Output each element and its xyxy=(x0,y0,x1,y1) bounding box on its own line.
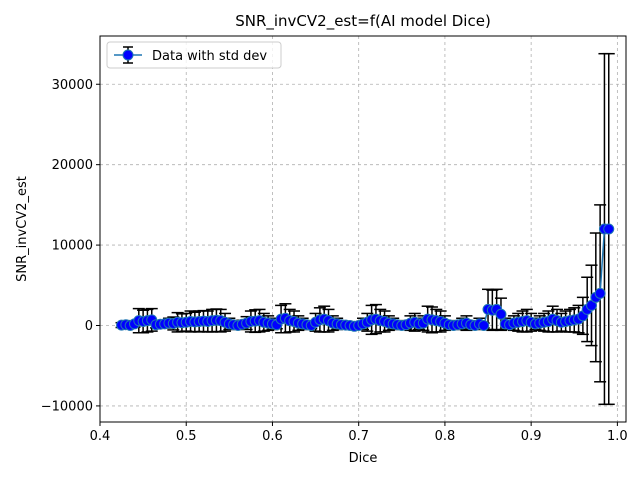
x-tick-label: 0.8 xyxy=(435,429,456,444)
y-axis-label: SNR_invCV2_est xyxy=(15,176,30,282)
data-point xyxy=(594,287,606,299)
x-tick-label: 0.7 xyxy=(348,429,369,444)
x-axis-ticks: 0.4 0.5 0.6 0.7 0.8 0.9 1.0 xyxy=(90,422,628,444)
x-tick-label: 1.0 xyxy=(607,429,628,444)
y-tick-label: 20000 xyxy=(52,158,93,173)
legend-box xyxy=(106,41,282,69)
plot-frame xyxy=(99,35,627,423)
error-bars xyxy=(115,52,615,406)
y-axis-ticks: −10000 0 10000 20000 30000 xyxy=(41,78,100,414)
x-axis-label: Dice xyxy=(349,451,378,466)
x-tick-label: 0.6 xyxy=(262,429,283,444)
grid xyxy=(99,36,626,422)
y-tick-label: −10000 xyxy=(41,399,93,414)
y-tick-label: 10000 xyxy=(52,239,93,254)
y-tick-label: 30000 xyxy=(52,78,93,93)
data-markers xyxy=(116,223,615,332)
y-tick-label: 0 xyxy=(85,319,93,334)
x-tick-label: 0.5 xyxy=(176,429,197,444)
legend-marker xyxy=(122,49,134,61)
x-tick-label: 0.4 xyxy=(90,429,111,444)
data-point xyxy=(495,308,507,320)
legend-label: Data with std dev xyxy=(152,49,267,64)
legend: Data with std dev xyxy=(106,41,282,69)
x-tick-label: 0.9 xyxy=(521,429,542,444)
data-point xyxy=(478,320,490,331)
chart-title: SNR_invCV2_est=f(AI model Dice) xyxy=(235,12,491,31)
data-point xyxy=(603,223,615,235)
